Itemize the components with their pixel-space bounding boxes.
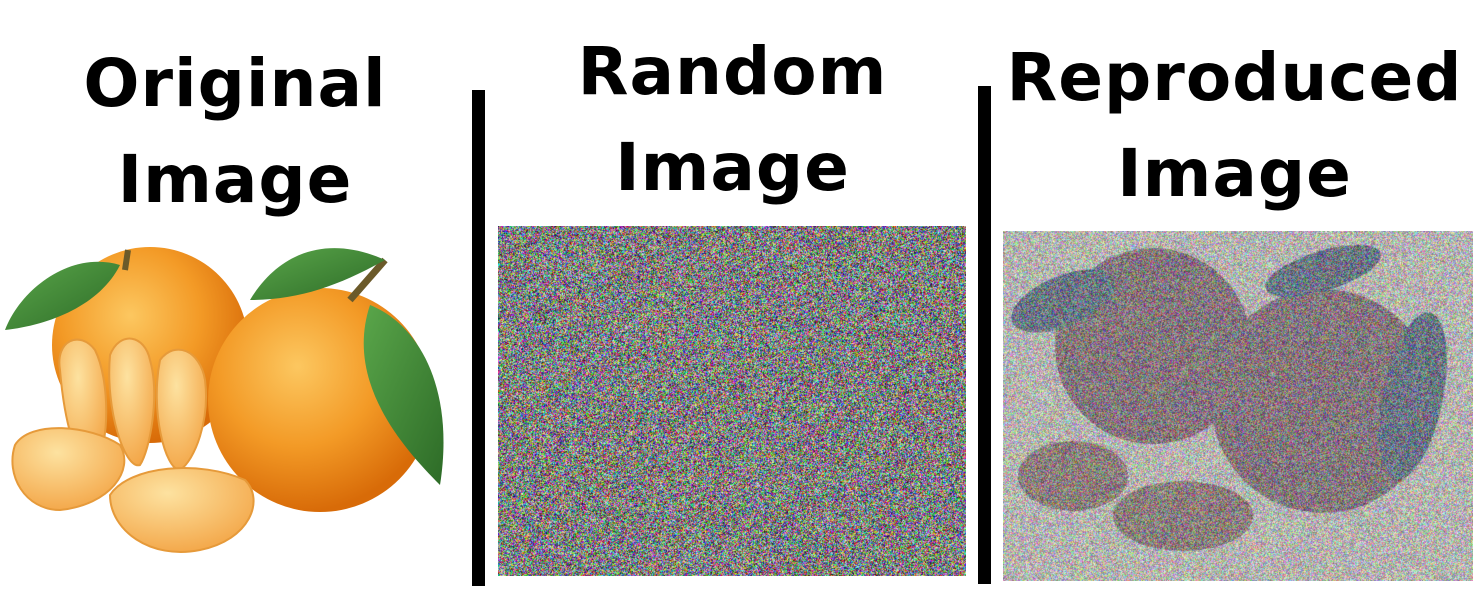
panel-title-random: Random Image: [485, 24, 980, 216]
title-line-2: Image: [615, 129, 850, 206]
reproduced-noisy-image: [1003, 231, 1473, 581]
panel-title-original: Original Image: [0, 36, 470, 228]
title-line-1: Random: [577, 33, 888, 110]
panel-random: Random Image: [485, 0, 980, 594]
panel-reproduced: Reproduced Image: [991, 0, 1478, 594]
panel-title-reproduced: Reproduced Image: [991, 30, 1478, 222]
title-line-1: Reproduced: [1006, 39, 1463, 116]
divider-right: [978, 86, 991, 584]
panel-original: Original Image: [0, 0, 470, 594]
original-tangerine-image: [0, 230, 462, 582]
title-line-1: Original: [83, 45, 387, 122]
random-noise-image: [498, 226, 966, 576]
title-line-2: Image: [1117, 135, 1352, 212]
title-line-2: Image: [117, 141, 353, 218]
divider-left: [472, 90, 485, 586]
